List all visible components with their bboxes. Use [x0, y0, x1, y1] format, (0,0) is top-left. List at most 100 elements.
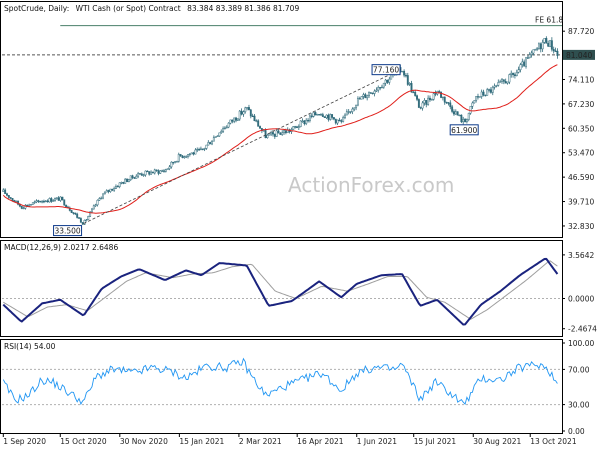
- candle-body: [301, 120, 304, 122]
- candle-body: [484, 94, 487, 97]
- candle-body: [31, 202, 34, 205]
- candle-body: [209, 142, 212, 145]
- candle-body: [549, 40, 551, 47]
- candle-body: [2, 189, 5, 192]
- candle-body: [303, 120, 306, 124]
- price-tick-label: 46.590: [568, 173, 594, 182]
- candle-body: [425, 100, 428, 105]
- candle-body: [550, 40, 553, 50]
- candle-body: [249, 109, 252, 117]
- candle-body: [233, 117, 236, 122]
- candle-body: [310, 115, 313, 117]
- candle-body: [429, 97, 431, 101]
- candle-body: [467, 112, 470, 120]
- candle-body: [495, 85, 498, 87]
- candle-body: [87, 216, 90, 221]
- candle-body: [198, 149, 201, 151]
- candle-body: [268, 133, 271, 136]
- candle-body: [262, 130, 265, 132]
- description-text: WTI Cash (or Spot) Contract: [76, 4, 181, 13]
- candle-body: [421, 102, 424, 109]
- candle-body: [59, 196, 62, 201]
- candle-body: [214, 136, 217, 138]
- candle-body: [449, 102, 452, 108]
- candle-body: [519, 64, 522, 70]
- candle-body: [109, 188, 112, 192]
- rsi-header: RSI(14) 54.00: [4, 342, 56, 351]
- candle-body: [460, 114, 463, 123]
- price-tick-label: 74.110: [568, 75, 594, 84]
- candle-body: [251, 115, 254, 118]
- candle-body: [456, 111, 459, 116]
- candle-body: [227, 122, 230, 128]
- candle-body: [390, 74, 393, 80]
- candle-body: [91, 208, 93, 213]
- candle-body: [207, 142, 210, 146]
- candle-body: [427, 97, 430, 105]
- macd-tick-label: 3.5642: [568, 251, 594, 260]
- candle-body: [515, 72, 518, 76]
- candle-body: [423, 100, 426, 104]
- candle-body: [521, 61, 524, 65]
- x-tick-label: 2 Mar 2021: [239, 437, 282, 446]
- candle-body: [54, 198, 56, 201]
- candle-body: [92, 205, 95, 210]
- candle-body: [218, 132, 221, 137]
- candle-body: [412, 91, 415, 94]
- candle-body: [225, 126, 228, 129]
- price-header: SpotCrude, Daily: WTI Cash (or Spot) Con…: [4, 4, 299, 13]
- candle-body: [238, 110, 241, 120]
- candle-body: [55, 197, 58, 199]
- candle-body: [222, 128, 225, 132]
- candle-body: [362, 94, 365, 97]
- candle-body: [486, 89, 489, 96]
- annotation-box: [449, 124, 479, 136]
- candle-body: [246, 107, 249, 109]
- candle-body: [248, 107, 250, 111]
- candle-body: [72, 212, 75, 214]
- candle-body: [122, 182, 125, 184]
- candle-body: [236, 118, 239, 121]
- symbol-text: SpotCrude, Daily:: [4, 4, 69, 13]
- x-tick-label: 16 Apr 2021: [297, 437, 344, 446]
- candle-body: [79, 218, 82, 223]
- candle-body: [410, 83, 413, 93]
- candle-body: [161, 170, 164, 172]
- candle-body: [270, 132, 273, 135]
- candle-body: [332, 117, 335, 120]
- candle-body: [345, 111, 348, 116]
- candle-body: [168, 166, 171, 169]
- candle-body: [517, 69, 520, 73]
- candle-body: [532, 49, 535, 54]
- candle-body: [42, 200, 45, 203]
- candle-body: [465, 119, 468, 123]
- candle-body: [432, 93, 435, 100]
- candle-body: [57, 197, 60, 201]
- candle-body: [406, 75, 409, 85]
- macd-tick-label: -2.4674: [568, 325, 597, 334]
- candle-body: [28, 204, 31, 207]
- candle-body: [368, 92, 370, 97]
- candle-body: [314, 112, 317, 116]
- candle-body: [501, 79, 503, 82]
- current-price-label: 81.040: [566, 51, 592, 60]
- candle-body: [83, 220, 86, 225]
- candle-body: [386, 79, 389, 83]
- candle-body: [502, 79, 505, 82]
- candle-body: [416, 95, 418, 100]
- candle-body: [33, 201, 36, 203]
- candle-body: [166, 168, 169, 171]
- watermark: ActionForex.com: [288, 173, 454, 197]
- candle-body: [297, 126, 300, 128]
- candle-body: [447, 102, 450, 104]
- candle-body: [157, 170, 160, 174]
- candle-body: [216, 135, 219, 137]
- x-tick-label: 1 Sep 2020: [3, 437, 46, 446]
- x-tick-label: 30 Aug 2021: [473, 437, 521, 446]
- price-tick-label: 87.720: [568, 27, 594, 36]
- candle-body: [105, 190, 108, 193]
- candle-body: [508, 74, 511, 83]
- candle-body: [188, 153, 191, 156]
- candle-body: [153, 169, 156, 174]
- candle-body: [151, 171, 154, 174]
